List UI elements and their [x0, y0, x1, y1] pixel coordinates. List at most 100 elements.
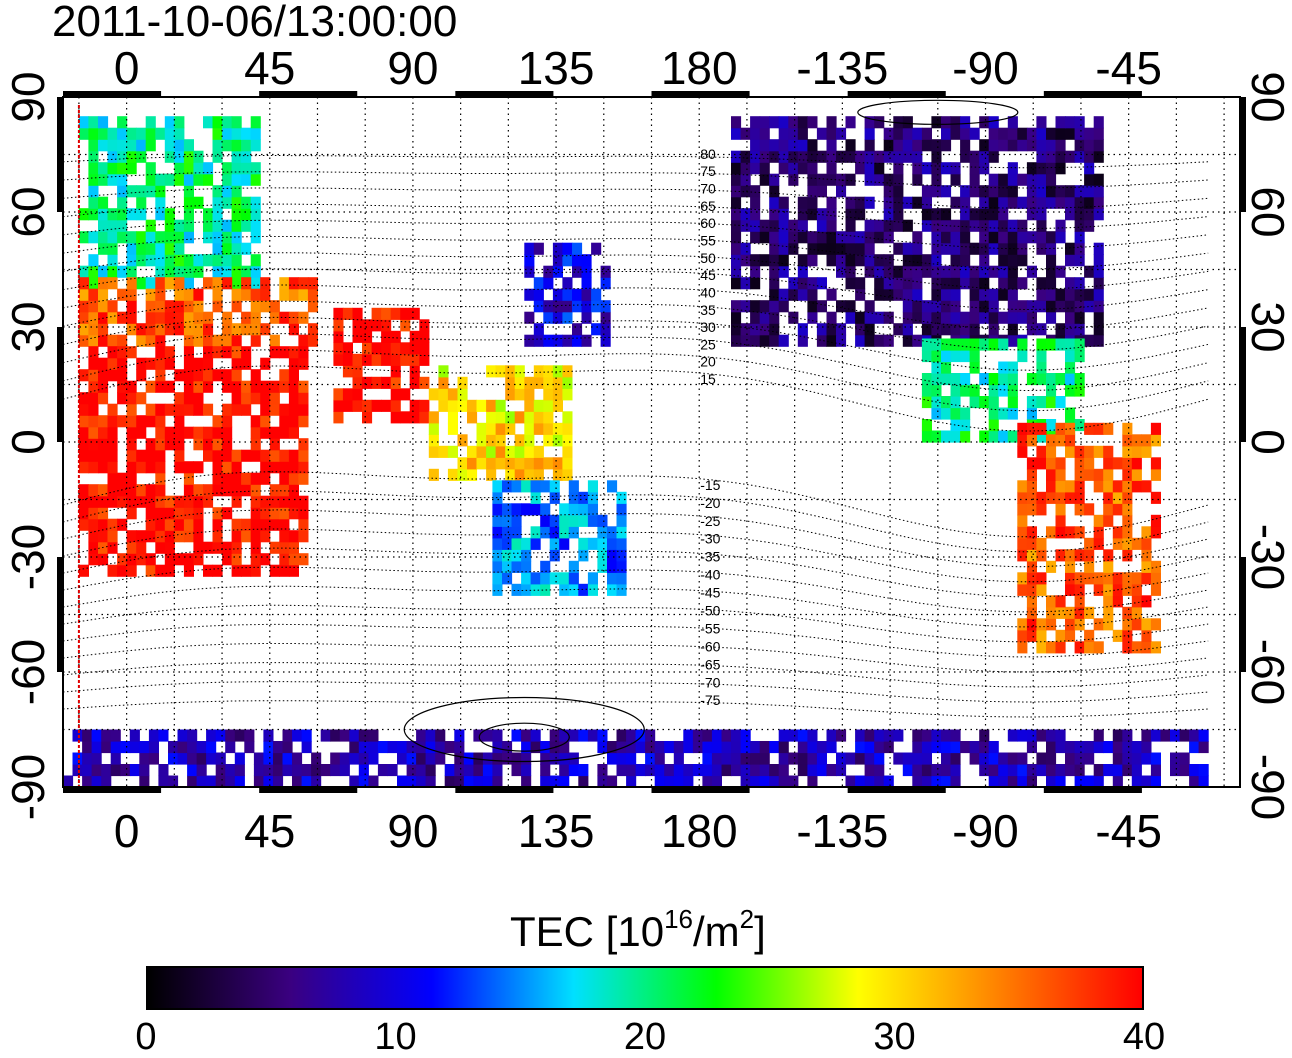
tec-cell — [941, 729, 952, 742]
tec-cell — [196, 764, 207, 777]
tec-cell — [174, 127, 185, 140]
tec-cell — [438, 399, 449, 412]
tec-cell — [126, 438, 137, 451]
tec-cell — [492, 741, 503, 754]
tec-cell — [552, 468, 563, 481]
tec-cell — [145, 116, 156, 129]
tec-cell — [473, 775, 484, 788]
tec-cell — [1141, 480, 1152, 493]
tec-cell — [1007, 173, 1018, 186]
tec-cell — [788, 277, 799, 290]
tec-cell — [168, 741, 179, 754]
tec-cell — [145, 254, 156, 267]
tec-cell — [874, 334, 885, 347]
tec-cell — [740, 219, 751, 232]
tec-cell — [222, 242, 233, 255]
tec-cell — [502, 560, 513, 573]
tec-cell — [279, 311, 290, 324]
tec-cell — [419, 319, 430, 332]
tec-cell — [222, 254, 233, 267]
tec-cell — [883, 775, 894, 788]
tec-cell — [416, 741, 427, 754]
tec-cell — [845, 150, 856, 163]
tec-cell — [826, 231, 837, 244]
tec-cell — [1150, 457, 1161, 470]
tec-cell — [711, 729, 722, 742]
tec-cell — [212, 334, 223, 347]
tec-cell — [117, 116, 128, 129]
tec-cell — [126, 495, 137, 508]
tec-cell — [988, 323, 999, 336]
tec-cell — [711, 752, 722, 765]
tec-cell — [222, 173, 233, 186]
tec-cell — [371, 319, 382, 332]
tec-cell — [88, 311, 99, 324]
tec-cell — [826, 334, 837, 347]
tec-cell — [845, 277, 856, 290]
tec-cell — [568, 560, 579, 573]
tec-cell — [1026, 480, 1037, 493]
tec-cell — [1112, 526, 1123, 539]
tec-cell — [1074, 503, 1085, 516]
tec-cell — [511, 752, 522, 765]
tec-cell — [145, 231, 156, 244]
tec-cell — [390, 399, 401, 412]
tec-cell — [492, 729, 503, 742]
tec-cell — [126, 208, 137, 221]
tec-cell — [288, 449, 299, 462]
tec-cell — [568, 526, 579, 539]
tec-cell — [731, 300, 742, 313]
tec-cell — [807, 139, 818, 152]
tec-cell — [931, 311, 942, 324]
tec-cell — [203, 311, 214, 324]
tec-cell — [1084, 752, 1095, 765]
tec-region-india — [333, 307, 430, 424]
tec-cell — [1065, 526, 1076, 539]
tec-cell — [969, 741, 980, 754]
tec-cell — [349, 775, 360, 788]
tec-cell — [279, 461, 290, 474]
tec-cell — [769, 288, 780, 301]
tec-cell — [979, 277, 990, 290]
tec-cell — [381, 399, 392, 412]
tec-cell — [330, 752, 341, 765]
tec-cell — [183, 564, 194, 577]
tec-cell — [1150, 618, 1161, 631]
tec-cell — [193, 288, 204, 301]
tec-cell — [893, 208, 904, 221]
tec-cell — [1170, 764, 1181, 777]
tec-cell — [203, 369, 214, 382]
tec-cell — [960, 419, 971, 432]
tec-cell — [269, 449, 280, 462]
tec-cell — [282, 729, 293, 742]
tec-cell — [377, 764, 388, 777]
tec-cell — [816, 300, 827, 313]
tec-cell — [98, 116, 109, 129]
tec-cell — [342, 365, 353, 378]
tec-cell — [409, 376, 420, 389]
tec-cell — [1065, 572, 1076, 585]
tec-cell — [559, 503, 570, 516]
tec-cell — [769, 219, 780, 232]
tec-cell — [1093, 150, 1104, 163]
tec-cell — [349, 741, 360, 754]
tec-cell — [250, 426, 261, 439]
tec-cell — [330, 729, 341, 742]
tec-cell — [91, 729, 102, 742]
tec-cell — [788, 127, 799, 140]
tec-cell — [1017, 127, 1028, 140]
tec-cell — [457, 376, 468, 389]
tec-cell — [212, 219, 223, 232]
tec-cell — [533, 422, 544, 435]
tec-cell — [231, 323, 242, 336]
tec-cell — [969, 277, 980, 290]
tec-cell — [988, 219, 999, 232]
tec-cell — [1131, 434, 1142, 447]
tec-cell — [164, 541, 175, 554]
tec-cell — [409, 399, 420, 412]
tec-cell — [816, 231, 827, 244]
tec-cell — [155, 530, 166, 543]
tec-cell — [269, 311, 280, 324]
tec-cell — [107, 127, 118, 140]
tec-cell — [231, 150, 242, 163]
